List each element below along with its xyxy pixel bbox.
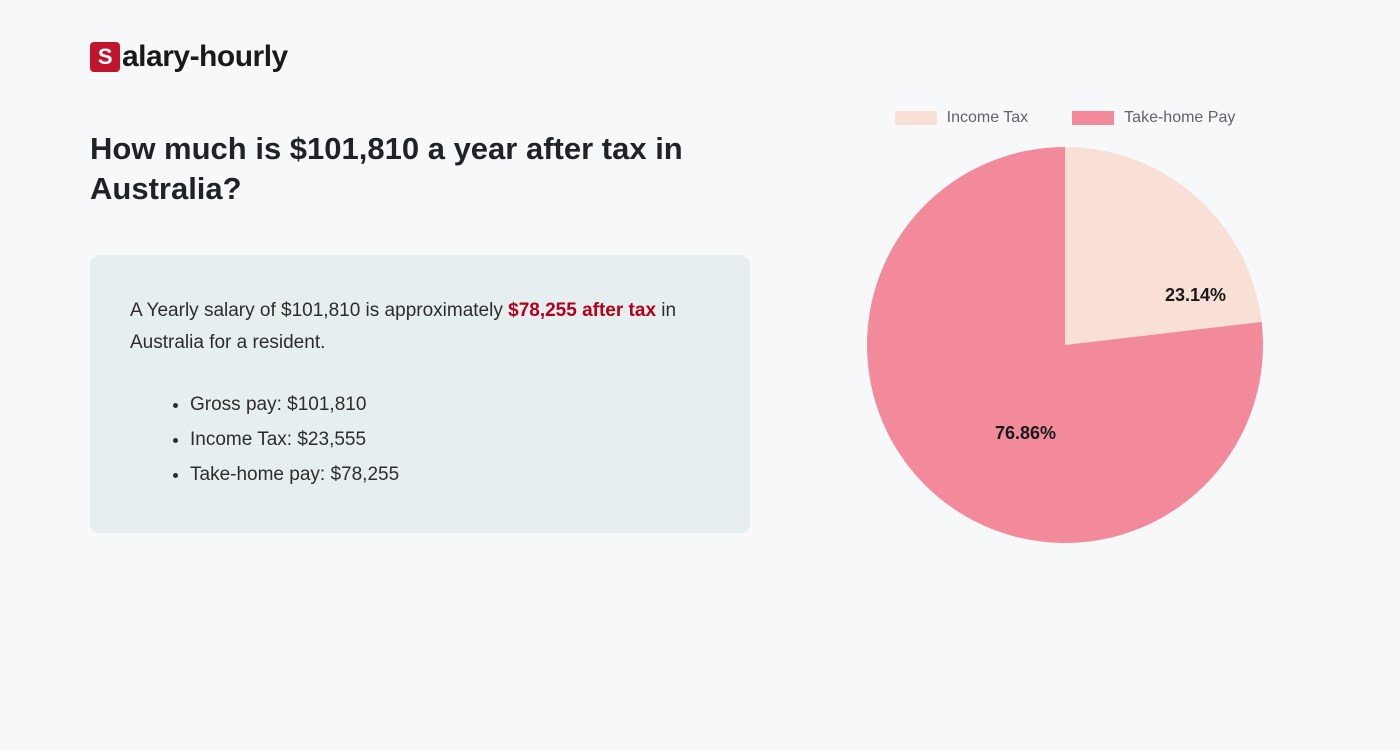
summary-text: A Yearly salary of $101,810 is approxima… bbox=[130, 295, 710, 360]
swatch-take-home bbox=[1072, 111, 1114, 125]
site-logo: Salary-hourly bbox=[90, 40, 1320, 74]
chart-legend: Income Tax Take-home Pay bbox=[895, 109, 1236, 127]
summary-card: A Yearly salary of $101,810 is approxima… bbox=[90, 255, 750, 533]
slice-label-income-tax: 23.14% bbox=[1165, 285, 1226, 306]
list-item: Gross pay: $101,810 bbox=[190, 387, 710, 422]
legend-item-take-home: Take-home Pay bbox=[1072, 109, 1235, 127]
logo-text: alary-hourly bbox=[122, 40, 288, 74]
logo-badge: S bbox=[90, 42, 120, 72]
pie-svg bbox=[865, 145, 1265, 545]
pie-chart: 23.14% 76.86% bbox=[865, 145, 1265, 545]
list-item: Take-home pay: $78,255 bbox=[190, 457, 710, 492]
slice-label-take-home: 76.86% bbox=[995, 423, 1056, 444]
legend-label: Take-home Pay bbox=[1124, 109, 1235, 127]
breakdown-list: Gross pay: $101,810 Income Tax: $23,555 … bbox=[130, 387, 710, 492]
page-title: How much is $101,810 a year after tax in… bbox=[90, 129, 710, 210]
legend-label: Income Tax bbox=[947, 109, 1029, 127]
swatch-income-tax bbox=[895, 111, 937, 125]
legend-item-income-tax: Income Tax bbox=[895, 109, 1029, 127]
list-item: Income Tax: $23,555 bbox=[190, 422, 710, 457]
summary-highlight: $78,255 after tax bbox=[508, 300, 656, 321]
summary-prefix: A Yearly salary of $101,810 is approxima… bbox=[130, 300, 508, 321]
